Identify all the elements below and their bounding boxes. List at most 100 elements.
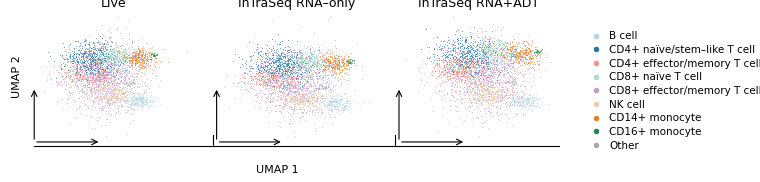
Point <box>90 67 103 70</box>
Point <box>486 73 499 76</box>
Point <box>62 54 74 57</box>
Point <box>306 77 318 80</box>
Point <box>111 94 123 97</box>
Point <box>460 38 472 41</box>
Point <box>274 47 286 50</box>
Point <box>478 50 490 52</box>
Point <box>496 51 508 54</box>
Point <box>295 56 307 58</box>
Point <box>266 98 278 101</box>
Point <box>90 78 103 81</box>
Point <box>331 100 343 103</box>
Point <box>479 98 491 101</box>
Point <box>473 78 486 81</box>
Point <box>454 64 466 67</box>
Point <box>439 66 451 68</box>
Point <box>72 71 84 74</box>
Point <box>499 94 511 96</box>
Point <box>119 71 131 74</box>
Point <box>499 97 511 100</box>
Point <box>311 80 323 83</box>
Point <box>461 51 473 54</box>
Point <box>320 50 332 53</box>
Point <box>283 59 296 62</box>
Point <box>324 100 336 103</box>
Point <box>272 55 284 58</box>
Point <box>252 96 264 98</box>
Point <box>76 63 88 66</box>
Point <box>338 108 350 111</box>
Point <box>260 60 272 63</box>
Point <box>61 57 73 60</box>
Point <box>100 83 112 86</box>
Point <box>264 80 277 83</box>
Point <box>280 78 293 80</box>
Point <box>91 65 103 68</box>
Point <box>82 65 94 68</box>
Point <box>65 69 78 72</box>
Point <box>473 79 485 82</box>
Point <box>293 97 305 100</box>
Point <box>106 72 119 74</box>
Point <box>101 70 113 72</box>
Point <box>495 88 507 91</box>
Point <box>263 73 275 76</box>
Point <box>451 106 464 109</box>
Point <box>511 105 523 108</box>
Point <box>90 65 103 68</box>
Point <box>515 56 527 59</box>
Point <box>69 83 81 86</box>
Point <box>458 100 470 103</box>
Point <box>275 73 287 76</box>
Point <box>299 60 311 63</box>
Point <box>454 64 467 67</box>
Point <box>456 78 468 81</box>
Point <box>483 64 495 67</box>
Point <box>472 86 484 89</box>
Point <box>107 70 119 73</box>
Point <box>462 60 474 63</box>
Point <box>137 66 149 69</box>
Point <box>333 71 345 74</box>
Point <box>118 93 130 96</box>
Point <box>70 75 82 78</box>
Point <box>284 69 296 72</box>
Point <box>331 73 343 76</box>
Point <box>328 103 340 106</box>
Point <box>83 45 95 48</box>
Point <box>255 72 267 75</box>
Point <box>444 67 456 70</box>
Point <box>113 60 125 63</box>
Point <box>122 53 135 56</box>
Point <box>98 50 110 53</box>
Point <box>120 81 132 84</box>
Point <box>452 47 464 50</box>
Point <box>324 58 336 61</box>
Point <box>306 62 318 65</box>
Point <box>82 53 94 56</box>
Point <box>88 62 100 65</box>
Point <box>482 97 494 100</box>
Point <box>447 43 459 46</box>
Point <box>81 87 93 90</box>
Point <box>277 82 289 85</box>
Point <box>271 69 283 72</box>
Point <box>269 76 281 78</box>
Point <box>464 60 476 63</box>
Point <box>302 87 314 90</box>
Point <box>499 45 511 48</box>
Point <box>454 75 466 78</box>
Point <box>93 60 106 63</box>
Point <box>526 96 538 98</box>
Point <box>507 83 519 86</box>
Point <box>294 63 306 66</box>
Point <box>338 105 350 108</box>
Point <box>482 101 494 104</box>
Point <box>293 63 306 66</box>
Point <box>90 55 102 58</box>
Point <box>440 71 452 74</box>
Point <box>111 50 123 53</box>
Point <box>510 81 522 84</box>
Point <box>111 57 123 60</box>
Point <box>264 77 277 80</box>
